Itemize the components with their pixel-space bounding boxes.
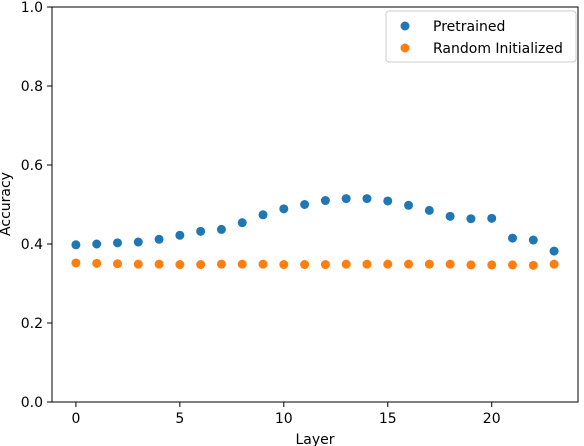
data-point-random-initialized (320, 260, 330, 270)
data-point-pretrained (528, 235, 538, 245)
data-point-random-initialized (216, 259, 226, 269)
x-tick-label: 15 (379, 411, 397, 427)
x-tick-label: 20 (483, 411, 501, 427)
y-axis-ticks: 0.0 0.2 0.4 0.6 0.8 1.0 (21, 0, 52, 411)
data-point-random-initialized (112, 259, 122, 269)
series-random-initialized (71, 258, 559, 270)
data-point-random-initialized (404, 259, 414, 269)
legend-label-pretrained: Pretrained (433, 19, 505, 35)
data-point-pretrained (196, 226, 206, 236)
data-point-pretrained (112, 238, 122, 248)
data-point-random-initialized (362, 259, 372, 269)
data-point-pretrained (341, 194, 351, 204)
data-point-pretrained (300, 200, 310, 209)
data-point-pretrained (279, 204, 289, 214)
legend-marker-random-initialized (400, 43, 410, 53)
data-point-pretrained (424, 205, 434, 215)
data-point-pretrained (216, 224, 226, 234)
data-point-pretrained (508, 233, 518, 243)
data-point-random-initialized (528, 260, 538, 270)
x-tick-label: 5 (175, 411, 184, 427)
data-point-random-initialized (466, 260, 476, 270)
x-axis-label: Layer (295, 432, 334, 446)
data-point-random-initialized (133, 259, 143, 269)
data-point-random-initialized (341, 259, 351, 269)
legend: Pretrained Random Initialized (385, 10, 577, 63)
data-point-random-initialized (549, 259, 559, 269)
data-point-random-initialized (237, 259, 247, 269)
data-point-pretrained (133, 237, 143, 247)
data-point-pretrained (258, 210, 268, 220)
data-point-pretrained (320, 196, 330, 206)
data-point-random-initialized (487, 260, 497, 270)
y-tick-label: 0.6 (21, 158, 43, 174)
plot-frame (51, 6, 579, 403)
data-point-random-initialized (279, 260, 289, 270)
x-tick-label: 0 (71, 411, 80, 427)
data-point-pretrained (154, 234, 164, 244)
data-point-random-initialized (383, 259, 393, 269)
y-tick-label: 0.4 (21, 237, 43, 253)
x-axis-ticks: 0 5 10 15 20 (71, 402, 501, 427)
data-point-pretrained (71, 240, 81, 250)
y-tick-label: 0.0 (21, 395, 43, 411)
data-point-pretrained (549, 246, 559, 256)
data-point-pretrained (175, 230, 185, 240)
data-point-random-initialized (424, 259, 434, 269)
y-axis-label: Accuracy (0, 172, 14, 236)
y-tick-label: 0.2 (21, 316, 43, 332)
data-point-pretrained (404, 200, 414, 210)
data-point-pretrained (362, 194, 372, 204)
legend-box (385, 10, 577, 63)
data-point-random-initialized (508, 260, 518, 270)
data-point-random-initialized (175, 260, 185, 270)
data-point-pretrained (237, 218, 247, 228)
data-point-pretrained (445, 211, 455, 221)
data-point-pretrained (466, 214, 476, 224)
data-point-random-initialized (445, 259, 455, 269)
legend-marker-pretrained (400, 21, 410, 31)
data-point-pretrained (92, 239, 102, 249)
data-point-pretrained (383, 196, 393, 206)
data-point-random-initialized (196, 260, 206, 270)
legend-label-random-initialized: Random Initialized (433, 41, 563, 57)
data-point-random-initialized (154, 259, 164, 269)
y-tick-label: 0.8 (21, 79, 43, 95)
data-point-pretrained (487, 213, 497, 223)
data-point-random-initialized (92, 258, 102, 268)
data-point-random-initialized (71, 258, 81, 268)
data-point-random-initialized (300, 260, 310, 270)
x-tick-label: 10 (275, 411, 293, 427)
data-series (71, 194, 559, 270)
series-pretrained (71, 194, 559, 256)
plot-area (52, 7, 578, 402)
data-point-random-initialized (258, 259, 268, 269)
y-tick-label: 1.0 (21, 0, 43, 16)
